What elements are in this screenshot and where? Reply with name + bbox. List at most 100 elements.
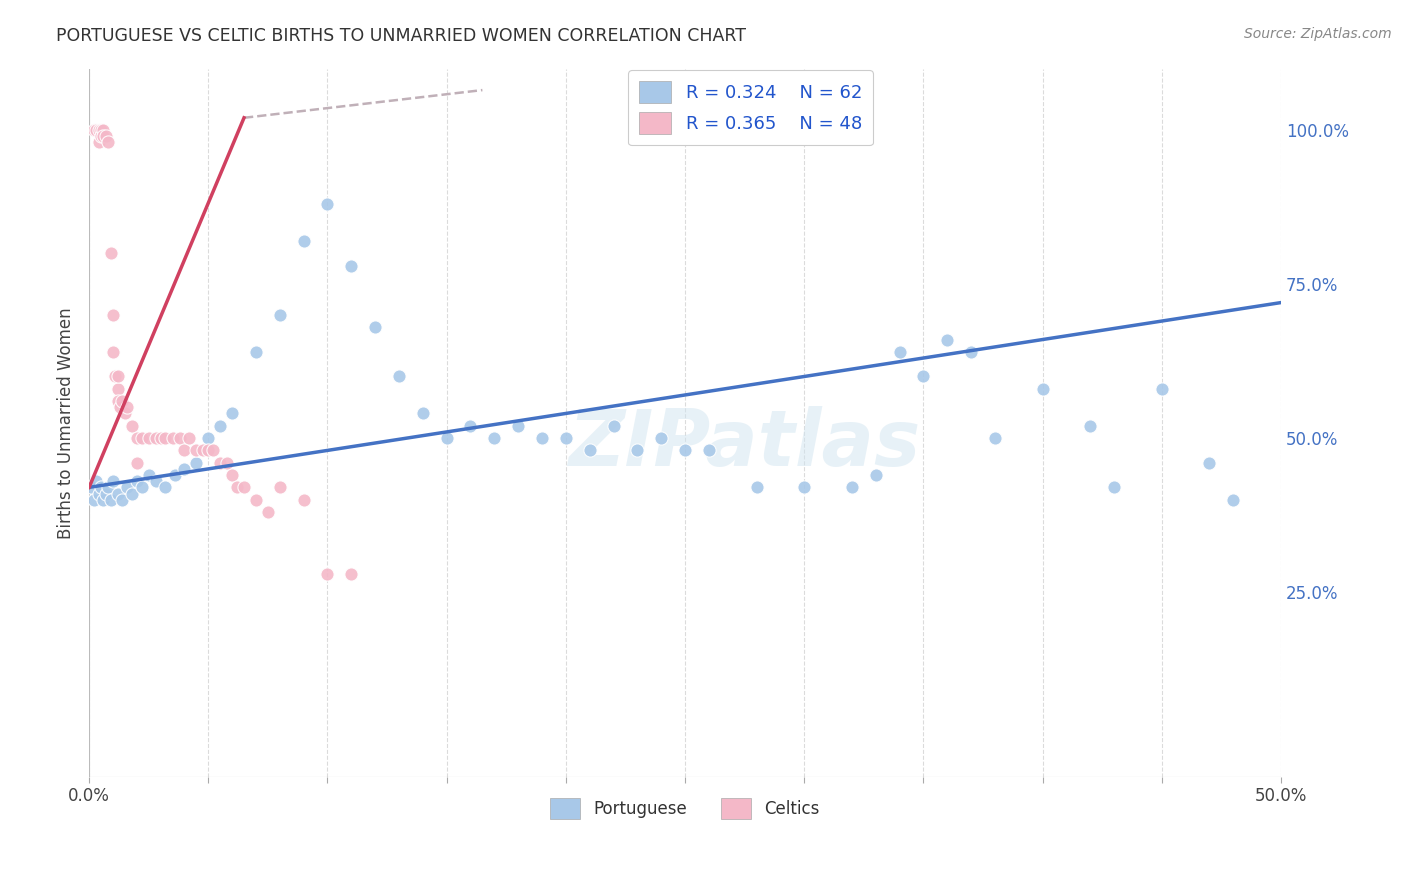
Point bbox=[269, 308, 291, 322]
Point bbox=[912, 369, 935, 384]
Point bbox=[316, 566, 339, 581]
Point bbox=[155, 431, 177, 445]
Point bbox=[101, 474, 124, 488]
Point bbox=[292, 234, 315, 248]
Point bbox=[90, 123, 112, 137]
Point bbox=[138, 431, 160, 445]
Point bbox=[316, 197, 339, 211]
Point bbox=[225, 480, 247, 494]
Point bbox=[602, 418, 624, 433]
Point bbox=[412, 407, 434, 421]
Point bbox=[101, 308, 124, 322]
Point bbox=[460, 418, 482, 433]
Point bbox=[340, 566, 363, 581]
Point bbox=[936, 333, 959, 347]
Point bbox=[960, 344, 983, 359]
Point bbox=[107, 382, 129, 396]
Point bbox=[125, 431, 148, 445]
Point bbox=[1222, 492, 1244, 507]
Point bbox=[650, 431, 672, 445]
Point bbox=[111, 492, 134, 507]
Point bbox=[1078, 418, 1101, 433]
Point bbox=[125, 474, 148, 488]
Point bbox=[131, 480, 153, 494]
Point bbox=[221, 407, 243, 421]
Point bbox=[889, 344, 911, 359]
Point bbox=[84, 123, 107, 137]
Point bbox=[233, 480, 256, 494]
Point bbox=[138, 468, 160, 483]
Point bbox=[626, 443, 648, 458]
Point bbox=[108, 401, 131, 415]
Legend: Portuguese, Celtics: Portuguese, Celtics bbox=[544, 791, 827, 825]
Point bbox=[107, 394, 129, 409]
Point bbox=[125, 456, 148, 470]
Point bbox=[245, 344, 267, 359]
Point bbox=[87, 136, 110, 150]
Point bbox=[179, 431, 201, 445]
Point bbox=[436, 431, 458, 445]
Point bbox=[93, 129, 115, 144]
Point bbox=[90, 129, 112, 144]
Point bbox=[578, 443, 600, 458]
Point bbox=[554, 431, 576, 445]
Point bbox=[217, 456, 239, 470]
Point bbox=[87, 486, 110, 500]
Point bbox=[388, 369, 411, 384]
Point bbox=[121, 486, 143, 500]
Point bbox=[865, 468, 887, 483]
Point bbox=[209, 418, 232, 433]
Point bbox=[163, 468, 186, 483]
Point bbox=[1032, 382, 1054, 396]
Point bbox=[111, 394, 134, 409]
Point bbox=[149, 431, 172, 445]
Point bbox=[94, 486, 117, 500]
Point bbox=[114, 407, 136, 421]
Point bbox=[169, 431, 191, 445]
Point bbox=[100, 492, 122, 507]
Point bbox=[984, 431, 1007, 445]
Point bbox=[80, 480, 103, 494]
Point bbox=[107, 486, 129, 500]
Point bbox=[100, 246, 122, 260]
Point bbox=[155, 480, 177, 494]
Point bbox=[93, 123, 115, 137]
Point bbox=[209, 456, 232, 470]
Point bbox=[186, 443, 208, 458]
Point bbox=[508, 418, 530, 433]
Point bbox=[162, 431, 184, 445]
Point bbox=[1102, 480, 1125, 494]
Point bbox=[115, 480, 138, 494]
Y-axis label: Births to Unmarried Women: Births to Unmarried Women bbox=[58, 307, 75, 539]
Point bbox=[484, 431, 506, 445]
Point bbox=[104, 369, 127, 384]
Point bbox=[173, 443, 195, 458]
Point bbox=[186, 456, 208, 470]
Point bbox=[257, 505, 280, 519]
Point bbox=[193, 443, 215, 458]
Point bbox=[90, 480, 112, 494]
Point bbox=[202, 443, 225, 458]
Point bbox=[793, 480, 815, 494]
Point bbox=[364, 320, 387, 334]
Point bbox=[97, 136, 120, 150]
Text: ZIPatlas: ZIPatlas bbox=[568, 406, 921, 482]
Text: Source: ZipAtlas.com: Source: ZipAtlas.com bbox=[1244, 27, 1392, 41]
Point bbox=[197, 431, 219, 445]
Point bbox=[697, 443, 720, 458]
Point bbox=[292, 492, 315, 507]
Point bbox=[145, 431, 167, 445]
Point bbox=[673, 123, 696, 137]
Point bbox=[1198, 456, 1220, 470]
Point bbox=[84, 474, 107, 488]
Point bbox=[269, 480, 291, 494]
Point bbox=[530, 431, 553, 445]
Point bbox=[94, 129, 117, 144]
Point bbox=[107, 369, 129, 384]
Point bbox=[721, 123, 744, 137]
Point bbox=[87, 123, 110, 137]
Point bbox=[841, 480, 863, 494]
Point bbox=[93, 492, 115, 507]
Point bbox=[1150, 382, 1173, 396]
Point bbox=[97, 480, 120, 494]
